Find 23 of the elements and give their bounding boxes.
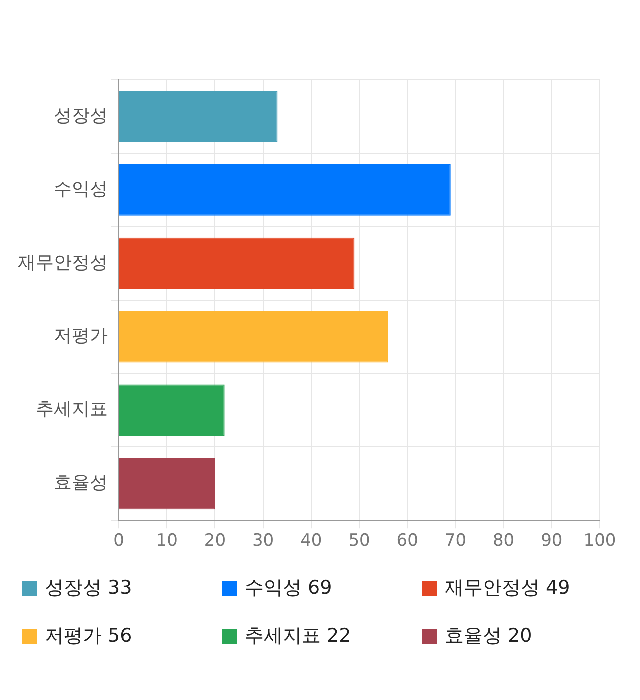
x-tick-label: 20 [204, 531, 226, 552]
x-tick-label: 60 [396, 531, 418, 552]
legend-label: 수익성 69 [245, 576, 332, 601]
x-tick-label: 0 [114, 531, 124, 552]
y-tick-label: 성장성 [54, 105, 108, 126]
x-tick-label: 10 [156, 531, 178, 552]
y-tick-label: 재무안정성 [18, 252, 108, 274]
legend-label: 성장성 33 [45, 576, 132, 601]
x-tick-label: 30 [252, 531, 274, 552]
y-tick-label: 수익성 [54, 178, 108, 200]
x-tick-label: 80 [492, 531, 515, 552]
legend-label: 저평가 56 [45, 624, 132, 649]
x-tick-label: 40 [300, 531, 322, 552]
legend-label: 효율성 20 [445, 624, 532, 649]
y-tick-label: 추세지표 [36, 399, 108, 420]
x-tick-label: 70 [444, 531, 467, 552]
legend-label: 추세지표 22 [245, 624, 352, 649]
x-tick-label: 90 [541, 531, 563, 552]
y-tick-label: 저평가 [54, 326, 108, 347]
legend-label: 재무안정성 49 [445, 576, 570, 601]
x-tick-label: 50 [348, 531, 370, 552]
x-tick-label: 100 [584, 531, 616, 552]
y-tick-label: 효율성 [54, 472, 108, 494]
